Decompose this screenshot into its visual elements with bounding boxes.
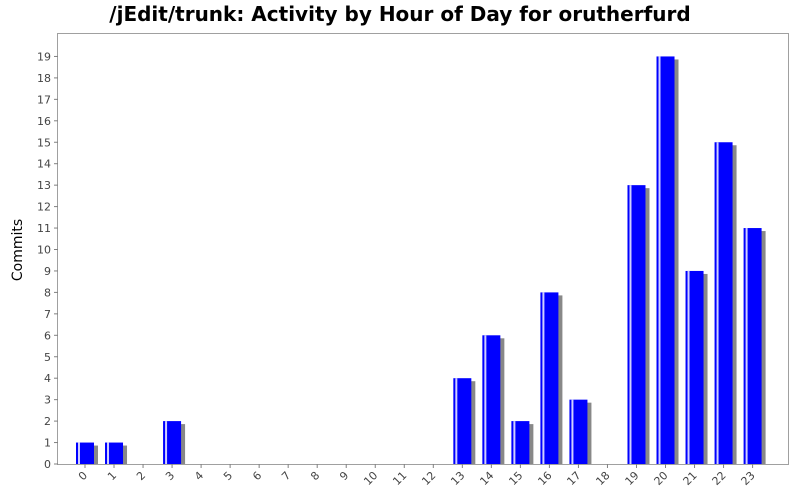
bar-hour-15 — [511, 421, 530, 464]
chart-title: /jEdit/trunk: Activity by Hour of Day fo… — [109, 2, 691, 26]
bar-hour-23 — [743, 228, 762, 464]
x-tick-label: 22 — [710, 469, 729, 488]
bar-highlight — [165, 421, 168, 464]
x-tick-label: 13 — [448, 469, 467, 488]
bar-hour-1 — [105, 442, 124, 464]
bar-hour-16 — [540, 292, 559, 464]
y-tick-label: 17 — [37, 93, 51, 106]
bar-highlight — [513, 421, 516, 464]
x-tick-label: 1 — [105, 469, 119, 483]
y-tick-label: 19 — [37, 50, 51, 63]
bar-highlight — [745, 228, 748, 464]
y-tick-label: 15 — [37, 136, 51, 149]
y-tick-label: 12 — [37, 201, 51, 214]
bar-hour-22 — [714, 142, 733, 464]
bar-highlight — [542, 292, 545, 464]
y-tick-label: 7 — [44, 308, 51, 321]
bar-highlight — [455, 378, 458, 464]
y-tick-label: 16 — [37, 115, 51, 128]
x-tick-label: 19 — [623, 469, 642, 488]
x-tick-label: 7 — [279, 469, 293, 483]
x-tick-label: 3 — [163, 469, 177, 483]
y-tick-label: 2 — [44, 415, 51, 428]
bar-hour-17 — [569, 399, 588, 464]
y-tick-label: 9 — [44, 265, 51, 278]
x-tick-label: 17 — [564, 469, 583, 488]
bar-hour-14 — [482, 335, 501, 464]
y-tick-label: 3 — [44, 394, 51, 407]
x-tick-label: 15 — [506, 469, 525, 488]
bar-hour-3 — [163, 421, 182, 464]
bar-highlight — [629, 185, 632, 464]
y-tick-label: 10 — [37, 244, 51, 257]
y-tick-label: 0 — [44, 458, 51, 471]
y-tick-label: 4 — [44, 372, 51, 385]
plot-area — [57, 33, 789, 465]
x-tick-label: 18 — [593, 469, 612, 488]
bar-highlight — [484, 335, 487, 464]
x-tick-label: 12 — [419, 469, 438, 488]
bar-hour-19 — [627, 185, 646, 464]
bar-highlight — [571, 399, 574, 464]
x-tick-label: 21 — [681, 469, 700, 488]
x-tick-label: 8 — [308, 469, 322, 483]
bar-hour-21 — [685, 270, 704, 464]
y-tick-label: 14 — [37, 158, 51, 171]
bar-highlight — [687, 270, 690, 464]
bar-hour-0 — [75, 442, 94, 464]
bars — [75, 56, 766, 464]
x-tick-label: 14 — [477, 469, 496, 488]
bar-highlight — [658, 56, 661, 464]
y-tick-label: 13 — [37, 179, 51, 192]
y-tick-label: 5 — [44, 351, 51, 364]
bar-hour-20 — [656, 56, 675, 464]
x-tick-label: 2 — [134, 469, 148, 483]
y-tick-label: 6 — [44, 329, 51, 342]
bar-highlight — [77, 442, 80, 464]
bar-hour-13 — [453, 378, 472, 464]
bar-highlight — [107, 442, 110, 464]
x-tick-label: 20 — [652, 469, 671, 488]
x-tick-label: 23 — [739, 469, 758, 488]
x-tick-label: 6 — [250, 469, 264, 483]
x-tick-label: 0 — [76, 469, 90, 483]
x-tick-label: 11 — [390, 469, 409, 488]
y-tick-label: 11 — [37, 222, 51, 235]
y-tick-label: 1 — [44, 437, 51, 450]
x-axis-ticks: 0 1 2 3 4 5 6 7 8 9 10 11 12 13 14 15 16 17 18 19 20 21 22 23 — [76, 464, 758, 488]
y-tick-label: 18 — [37, 72, 51, 85]
x-tick-label: 9 — [337, 469, 351, 483]
y-tick-label: 8 — [44, 286, 51, 299]
x-tick-label: 4 — [192, 469, 206, 483]
x-tick-label: 16 — [535, 469, 554, 488]
bar-highlight — [716, 142, 719, 464]
x-tick-label: 5 — [221, 469, 235, 483]
x-tick-label: 10 — [361, 469, 380, 488]
